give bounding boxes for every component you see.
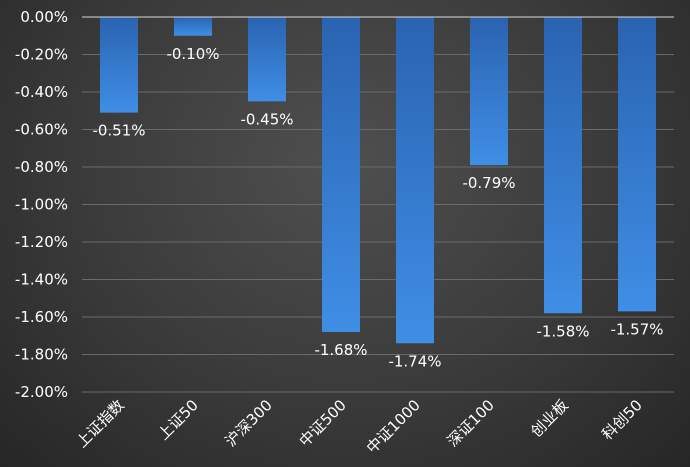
- category-label: 深证100: [444, 396, 498, 450]
- data-label: -1.74%: [388, 352, 441, 370]
- bar: [544, 17, 582, 314]
- category-label: 上证50: [154, 396, 201, 443]
- y-axis-tick-labels: 0.00% -0.20% -0.40% -0.60% -0.80% -1.00% -1.20…: [15, 8, 68, 401]
- data-labels: -0.51% -0.10% -0.45% -1.68% -1.74% -0.79% -1.5…: [92, 45, 663, 371]
- category-label: 创业板: [527, 396, 572, 441]
- y-tick-label: 0.00%: [20, 8, 68, 26]
- category-label: 沪深300: [222, 396, 276, 450]
- bars: [100, 17, 656, 344]
- data-label: -0.51%: [92, 122, 145, 140]
- data-label: -1.68%: [314, 341, 367, 359]
- y-tick-label: -1.20%: [15, 233, 68, 251]
- y-tick-label: -0.40%: [15, 83, 68, 101]
- data-label: -0.79%: [462, 174, 515, 192]
- bar: [470, 17, 508, 166]
- data-label: -0.10%: [166, 45, 219, 63]
- bar: [248, 17, 286, 102]
- bar: [618, 17, 656, 312]
- gridlines: [82, 54, 674, 393]
- bar: [322, 17, 360, 332]
- category-label: 中证500: [296, 396, 350, 450]
- category-labels: 上证指数 上证50 沪深300 中证500 中证1000 深证100 创业板 科创50: [73, 396, 646, 457]
- y-tick-label: -1.40%: [15, 271, 68, 289]
- y-tick-label: -2.00%: [15, 383, 68, 401]
- bar: [396, 17, 434, 344]
- category-label: 科创50: [598, 396, 645, 443]
- y-tick-label: -0.60%: [15, 121, 68, 139]
- data-label: -0.45%: [240, 110, 293, 128]
- category-label: 上证指数: [73, 396, 128, 451]
- bar: [174, 17, 212, 36]
- bar: [100, 17, 138, 113]
- y-tick-label: -1.60%: [15, 308, 68, 326]
- category-label: 中证1000: [363, 396, 424, 457]
- y-tick-label: -0.80%: [15, 158, 68, 176]
- y-tick-label: -1.00%: [15, 196, 68, 214]
- y-tick-label: -0.20%: [15, 46, 68, 64]
- data-label: -1.58%: [536, 322, 589, 340]
- data-label: -1.57%: [610, 320, 663, 338]
- y-tick-label: -1.80%: [15, 346, 68, 364]
